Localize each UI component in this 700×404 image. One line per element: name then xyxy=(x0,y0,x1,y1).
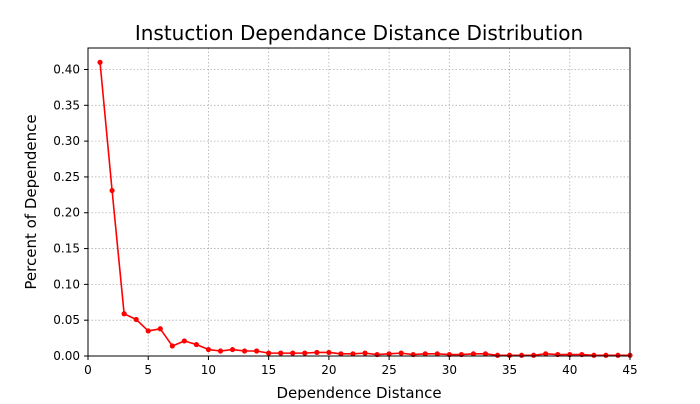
y-tick-label: 0.30 xyxy=(53,134,80,148)
data-point xyxy=(290,350,296,356)
data-point xyxy=(350,351,356,357)
data-point xyxy=(181,338,187,344)
data-point xyxy=(145,328,151,334)
data-point xyxy=(494,352,501,358)
data-point xyxy=(482,351,489,357)
chart-title: Instuction Dependance Distance Distribut… xyxy=(135,21,583,45)
data-point xyxy=(157,326,163,332)
data-point xyxy=(615,352,621,358)
data-point xyxy=(217,348,224,354)
y-tick-label: 0.35 xyxy=(53,98,80,112)
plot-frame xyxy=(87,47,631,357)
data-point xyxy=(121,311,127,317)
data-point xyxy=(254,348,260,354)
y-tick-label: 0.20 xyxy=(53,206,80,220)
y-tick-label: 0.00 xyxy=(53,349,80,363)
y-axis-label: Percent of Dependence xyxy=(22,114,40,289)
y-tick-label: 0.40 xyxy=(53,62,80,76)
x-tick-label: 30 xyxy=(442,363,457,377)
data-point xyxy=(386,351,392,357)
data-point xyxy=(266,350,272,356)
data-point xyxy=(326,349,332,356)
y-tick-label: 0.05 xyxy=(53,313,80,327)
data-point xyxy=(205,346,212,353)
x-tick-label: 40 xyxy=(562,363,577,377)
x-axis-label: Dependence Distance xyxy=(276,384,441,400)
data-point xyxy=(314,349,320,356)
x-tick-label: 5 xyxy=(144,363,152,377)
x-tick-label: 35 xyxy=(502,363,517,377)
x-tick-label: 45 xyxy=(622,363,637,377)
x-tick-label: 0 xyxy=(84,363,92,377)
series-layer xyxy=(97,59,633,358)
y-tick-label: 0.25 xyxy=(53,170,80,184)
x-tick-label: 20 xyxy=(321,363,336,377)
data-point xyxy=(470,351,477,357)
x-tick-label: 10 xyxy=(201,363,216,377)
data-point xyxy=(591,352,597,358)
data-point xyxy=(506,352,513,358)
data-point xyxy=(398,350,404,356)
data-point xyxy=(133,316,139,323)
axis-ticks: 0 5 10 15 20 25 30 35 40 45 0.00 0.05 0.10 0.15 0.20 0.… xyxy=(53,62,637,377)
x-tick-label: 25 xyxy=(381,363,396,377)
data-point xyxy=(302,350,308,356)
data-point xyxy=(543,351,549,357)
data-point xyxy=(422,351,428,357)
data-point xyxy=(169,343,175,349)
data-point xyxy=(362,350,368,356)
data-point xyxy=(229,346,236,353)
data-point xyxy=(519,352,525,358)
data-point xyxy=(109,187,115,194)
x-tick-label: 15 xyxy=(261,363,276,377)
y-tick-label: 0.15 xyxy=(53,242,80,256)
data-point xyxy=(603,352,609,358)
data-point xyxy=(193,341,199,348)
data-point xyxy=(97,59,103,65)
data-point xyxy=(241,348,248,354)
y-tick-label: 0.10 xyxy=(53,277,80,291)
grid-lines xyxy=(87,48,631,357)
data-point xyxy=(278,350,284,356)
data-point xyxy=(338,351,344,357)
data-point xyxy=(531,352,537,358)
data-point xyxy=(434,351,440,357)
